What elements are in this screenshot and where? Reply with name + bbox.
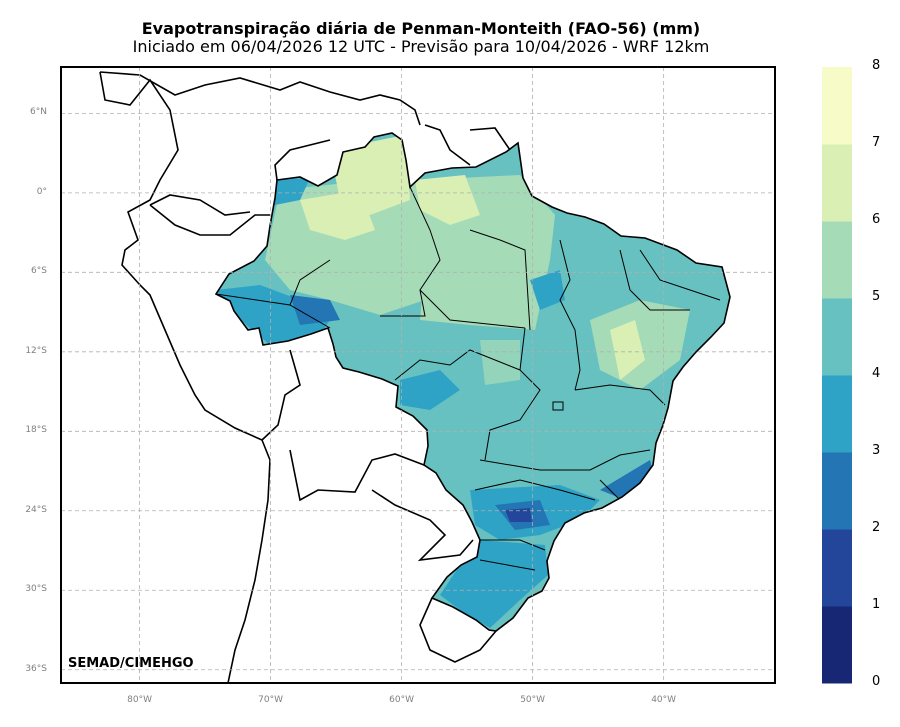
colorbar-tick-label: 1	[872, 597, 881, 612]
lat-tick-label: 18°S	[25, 425, 47, 436]
map-title: Evapotranspiração diária de Penman-Monte…	[141, 19, 701, 38]
lon-tick-label: 80°W	[127, 695, 153, 705]
et-field	[216, 133, 730, 631]
credit-label: SEMAD/CIMEHGO	[68, 656, 194, 671]
lat-tick-label: 12°S	[25, 345, 47, 356]
map-gridlines	[61, 67, 775, 683]
colorbar-swatch	[822, 221, 852, 299]
lat-tick-label: 24°S	[25, 504, 47, 515]
colorbar-tick-label: 2	[872, 520, 881, 535]
lat-tick-label: 0°	[36, 186, 47, 197]
colorbar-swatch	[822, 606, 852, 684]
colorbar-tick-label: 8	[872, 58, 881, 73]
country-borders	[99, 71, 731, 683]
colorbar-tick-label: 4	[872, 366, 881, 381]
lat-tick-label: 6°N	[30, 107, 47, 118]
colorbar-swatch	[822, 67, 852, 145]
lon-tick-label: 40°W	[651, 695, 677, 705]
colorbar-tick-label: 3	[872, 443, 881, 458]
lat-tick-label: 36°S	[25, 663, 47, 674]
colorbar-tick-label: 7	[872, 135, 881, 150]
colorbar	[822, 67, 852, 684]
colorbar-swatch	[822, 452, 852, 530]
lat-tick-label: 30°S	[25, 584, 47, 595]
colorbar-tick-label: 0	[872, 674, 881, 689]
map-subtitle: Iniciado em 06/04/2026 12 UTC - Previsão…	[132, 37, 710, 56]
lon-tick-label: 60°W	[389, 695, 415, 705]
lon-tick-label: 70°W	[258, 695, 284, 705]
colorbar-swatch	[822, 298, 852, 376]
colorbar-swatch	[822, 529, 852, 607]
colorbar-tick-label: 6	[872, 212, 881, 227]
colorbar-tick-label: 5	[872, 289, 881, 304]
map-frame	[60, 66, 776, 684]
colorbar-swatch	[822, 375, 852, 453]
lat-tick-label: 6°S	[31, 266, 47, 277]
state-borders	[216, 186, 721, 571]
colorbar-swatch	[822, 144, 852, 222]
lon-tick-label: 50°W	[520, 695, 546, 705]
